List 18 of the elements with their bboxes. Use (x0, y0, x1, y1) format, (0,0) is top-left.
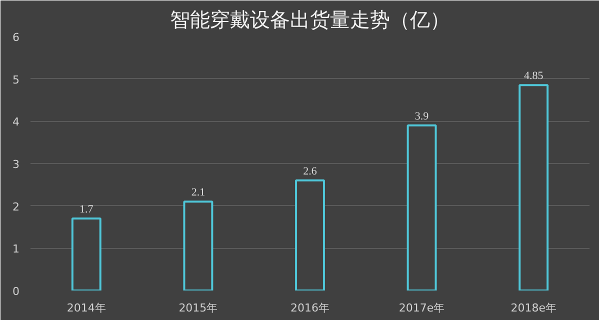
x-tick-label: 2018e年 (510, 302, 556, 314)
y-tick-label: 4 (12, 116, 20, 129)
data-label: 1.7 (80, 204, 94, 216)
data-label: 4.85 (524, 70, 544, 82)
y-tick-label: 2 (12, 200, 20, 214)
data-label: 2.1 (191, 186, 206, 199)
y-tick-label: 3 (12, 158, 20, 171)
x-tick-label: 2014年 (66, 302, 106, 314)
data-label: 2.6 (303, 165, 318, 178)
y-tick-label: 6 (12, 31, 20, 44)
data-label: 3.9 (414, 110, 430, 122)
x-tick-label: 2016年 (290, 302, 330, 314)
y-tick-label: 5 (12, 73, 20, 86)
y-tick-label: 1 (12, 242, 20, 256)
y-tick-label: 0 (12, 285, 20, 298)
chart-title: 智能穿戴设备出货量走势（亿） (170, 8, 450, 32)
x-tick-label: 2017e年 (398, 302, 445, 314)
x-tick-label: 2015年 (178, 302, 218, 314)
